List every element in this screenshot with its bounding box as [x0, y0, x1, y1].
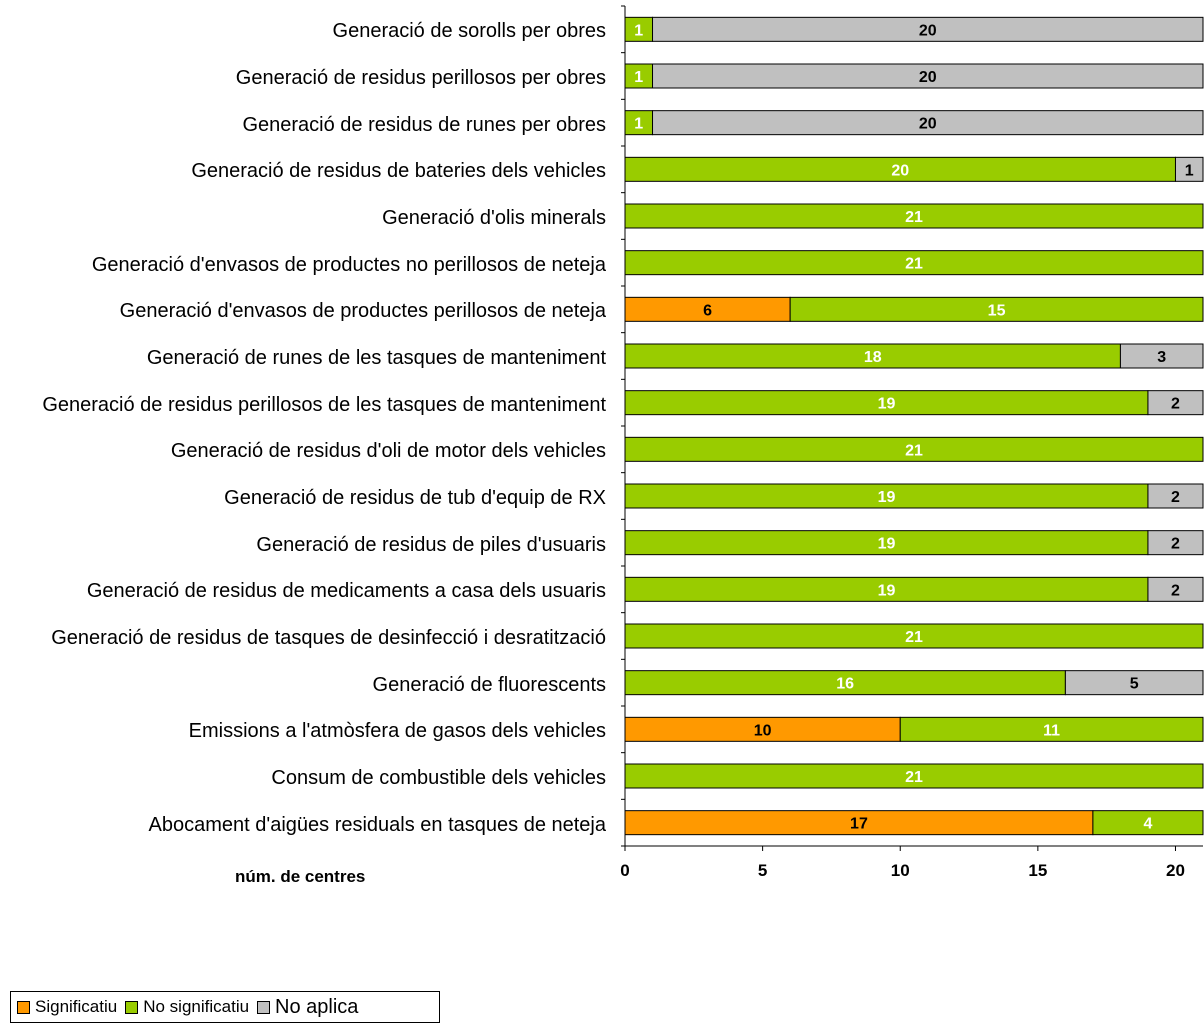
bar-segment [1147, 483, 1204, 509]
bar-segment [624, 250, 1204, 276]
bar-value-label: 1 [634, 116, 643, 133]
bar-segment [624, 623, 1204, 649]
bar-value-label: 1 [1185, 162, 1194, 179]
category-label: Generació de runes de les tasques de man… [146, 347, 606, 369]
bar-value-label: 19 [878, 582, 896, 599]
legend-item: No significatiu [125, 997, 249, 1017]
category-label: Generació d'olis minerals [382, 207, 606, 229]
category-label: Generació de residus de piles d'usuaris [256, 533, 606, 556]
category-label: Generació de residus de bateries dels ve… [191, 160, 606, 183]
bar-value-label: 6 [703, 302, 712, 319]
bar-value-label: 1 [634, 69, 643, 86]
bar-value-label: 20 [891, 162, 909, 179]
category-label: Generació de residus perillosos de les t… [42, 393, 606, 416]
bar-segment [1174, 156, 1204, 182]
x-tick-label: 20 [1166, 861, 1185, 880]
bar-segment [652, 63, 1204, 89]
x-axis-title: núm. de centres [235, 867, 366, 886]
bar-value-label: 20 [919, 69, 937, 86]
bar-value-label: 18 [864, 349, 882, 366]
legend: Significatiu No significatiu No aplica [10, 991, 440, 1023]
legend-label: No significatiu [143, 997, 250, 1016]
bar-segment [899, 716, 1204, 742]
category-label: Generació d'envasos de productes perillo… [119, 300, 606, 323]
bar-value-label: 11 [1043, 722, 1060, 739]
legend-item: No aplica [257, 996, 358, 1019]
legend-swatch [17, 1000, 30, 1014]
legend-swatch [257, 1000, 271, 1014]
bar-segment [1147, 390, 1204, 416]
bar-segment [624, 16, 654, 42]
bar-value-label: 21 [905, 256, 923, 273]
bar-segment [1092, 810, 1204, 836]
bar-value-label: 2 [1171, 396, 1180, 413]
bar-value-label: 5 [1130, 676, 1139, 693]
bar-segment [624, 63, 654, 89]
bar-value-label: 21 [905, 629, 923, 646]
bar-segment [624, 436, 1204, 462]
x-tick-label: 5 [758, 861, 767, 880]
bar-value-label: 21 [905, 442, 923, 459]
bar-segment [624, 763, 1204, 789]
bar-segment [624, 576, 1149, 602]
category-label: Consum de combustible dels vehicles [271, 767, 606, 789]
bar-segment [652, 16, 1204, 42]
bar-value-label: 21 [905, 209, 923, 226]
bar-value-label: 19 [878, 536, 896, 553]
bar-value-label: 4 [1143, 816, 1152, 833]
x-tick-label: 15 [1028, 861, 1047, 880]
bar-value-label: 16 [836, 676, 854, 693]
bar-value-label: 19 [878, 396, 896, 413]
category-label: Generació de fluorescents [372, 673, 606, 696]
category-label: Generació de residus d'oli de motor dels… [170, 440, 606, 463]
bar-value-label: 21 [905, 769, 923, 786]
category-label: Generació de residus de medicaments a ca… [86, 580, 606, 603]
bar-value-label: 17 [850, 816, 868, 833]
legend-item: Significatiu [17, 997, 117, 1017]
bar-value-label: 20 [919, 22, 937, 39]
category-label: Generació de residus de tasques de desin… [51, 627, 606, 649]
category-label: Emissions a l'atmòsfera de gasos dels ve… [188, 720, 606, 743]
bar-value-label: 10 [754, 722, 772, 739]
legend-swatch [125, 1000, 139, 1014]
bar-value-label: 2 [1171, 536, 1180, 553]
legend-label: No aplica [275, 995, 359, 1018]
legend-label: Significatiu [35, 997, 118, 1016]
bar-segment [624, 296, 791, 322]
bar-segment [1147, 530, 1204, 556]
bar-segment [624, 810, 1094, 836]
bar-value-label: 2 [1171, 489, 1180, 506]
x-tick-label: 10 [891, 861, 910, 880]
category-label: Generació de residus de tub d'equip de R… [224, 487, 606, 509]
bar-value-label: 1 [634, 22, 643, 39]
bar-value-label: 3 [1157, 349, 1166, 366]
category-label: Generació de residus perillosos per obre… [235, 67, 606, 89]
bar-segment [624, 670, 1066, 696]
bar-value-label: 15 [988, 302, 1006, 319]
bar-segment [624, 156, 1176, 182]
bar-segment [1119, 343, 1204, 369]
category-label: Generació de residus de runes per obres [242, 113, 606, 136]
bar-segment [624, 203, 1204, 229]
bar-segment [652, 110, 1204, 136]
bar-segment [624, 390, 1149, 416]
bar-segment [1064, 670, 1204, 696]
category-label: Abocament d'aigües residuals en tasques … [148, 813, 606, 836]
bar-segment [624, 343, 1121, 369]
bar-segment [789, 296, 1204, 322]
bar-value-label: 2 [1171, 582, 1180, 599]
bar-value-label: 20 [919, 116, 937, 133]
x-tick-label: 0 [620, 861, 629, 880]
category-label: Generació de sorolls per obres [332, 20, 606, 43]
bar-segment [1147, 576, 1204, 602]
bar-value-label: 19 [878, 489, 896, 506]
category-label: Generació d'envasos de productes no peri… [91, 253, 606, 276]
